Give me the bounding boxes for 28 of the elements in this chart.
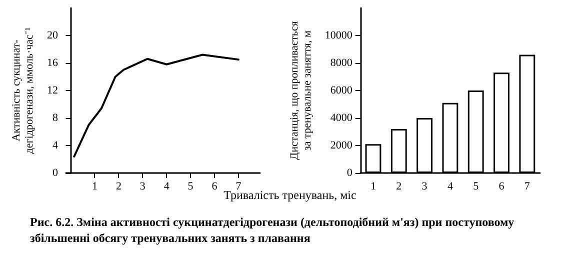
y-tick-label: 6000 xyxy=(330,84,353,96)
x-tick-label: 3 xyxy=(140,180,146,192)
x-tick-label: 1 xyxy=(370,180,376,192)
y-tick-label: 8 xyxy=(52,112,58,124)
y-tick-label: 16 xyxy=(47,57,58,69)
y-tick-label: 8000 xyxy=(330,57,353,69)
x-tick-label: 5 xyxy=(188,180,194,192)
y-tick-label: 0 xyxy=(52,167,58,179)
x-tick-label: 6 xyxy=(498,180,505,192)
y-tick-label: 10000 xyxy=(324,30,353,42)
x-tick-label: 1 xyxy=(92,180,98,192)
y-tick-label: 12 xyxy=(47,84,58,96)
y-axis-title: Активність сукцинат- дегідрогенази, ммоль·час⁻¹ xyxy=(10,27,36,154)
x-tick-label: 2 xyxy=(116,180,122,192)
x-tick-label: 5 xyxy=(473,180,480,192)
text: Рис. 6.2. Зміна активності сукцинатдегідрогенази (дельтоподібний м'яз) при поступовому збільшенні обсягу тренувальних занять з плавання xyxy=(30,214,516,246)
y-tick-label: 20 xyxy=(47,30,58,42)
y-tick-label: 4 xyxy=(52,140,58,152)
x-tick-label: 3 xyxy=(422,180,428,192)
y-tick-label: 4000 xyxy=(330,112,353,124)
x-tick-label: 6 xyxy=(212,180,218,192)
y-tick-label: 2000 xyxy=(330,140,353,152)
x-tick-label: 7 xyxy=(524,180,530,192)
x-tick-label: 4 xyxy=(164,180,170,192)
y-tick-label: 0 xyxy=(346,167,353,179)
x-tick-label: 2 xyxy=(396,180,402,192)
x-tick-label: 4 xyxy=(447,180,454,192)
y-axis-title: Дистанція, що пропливається за тренувальне заняття, м xyxy=(288,21,314,160)
